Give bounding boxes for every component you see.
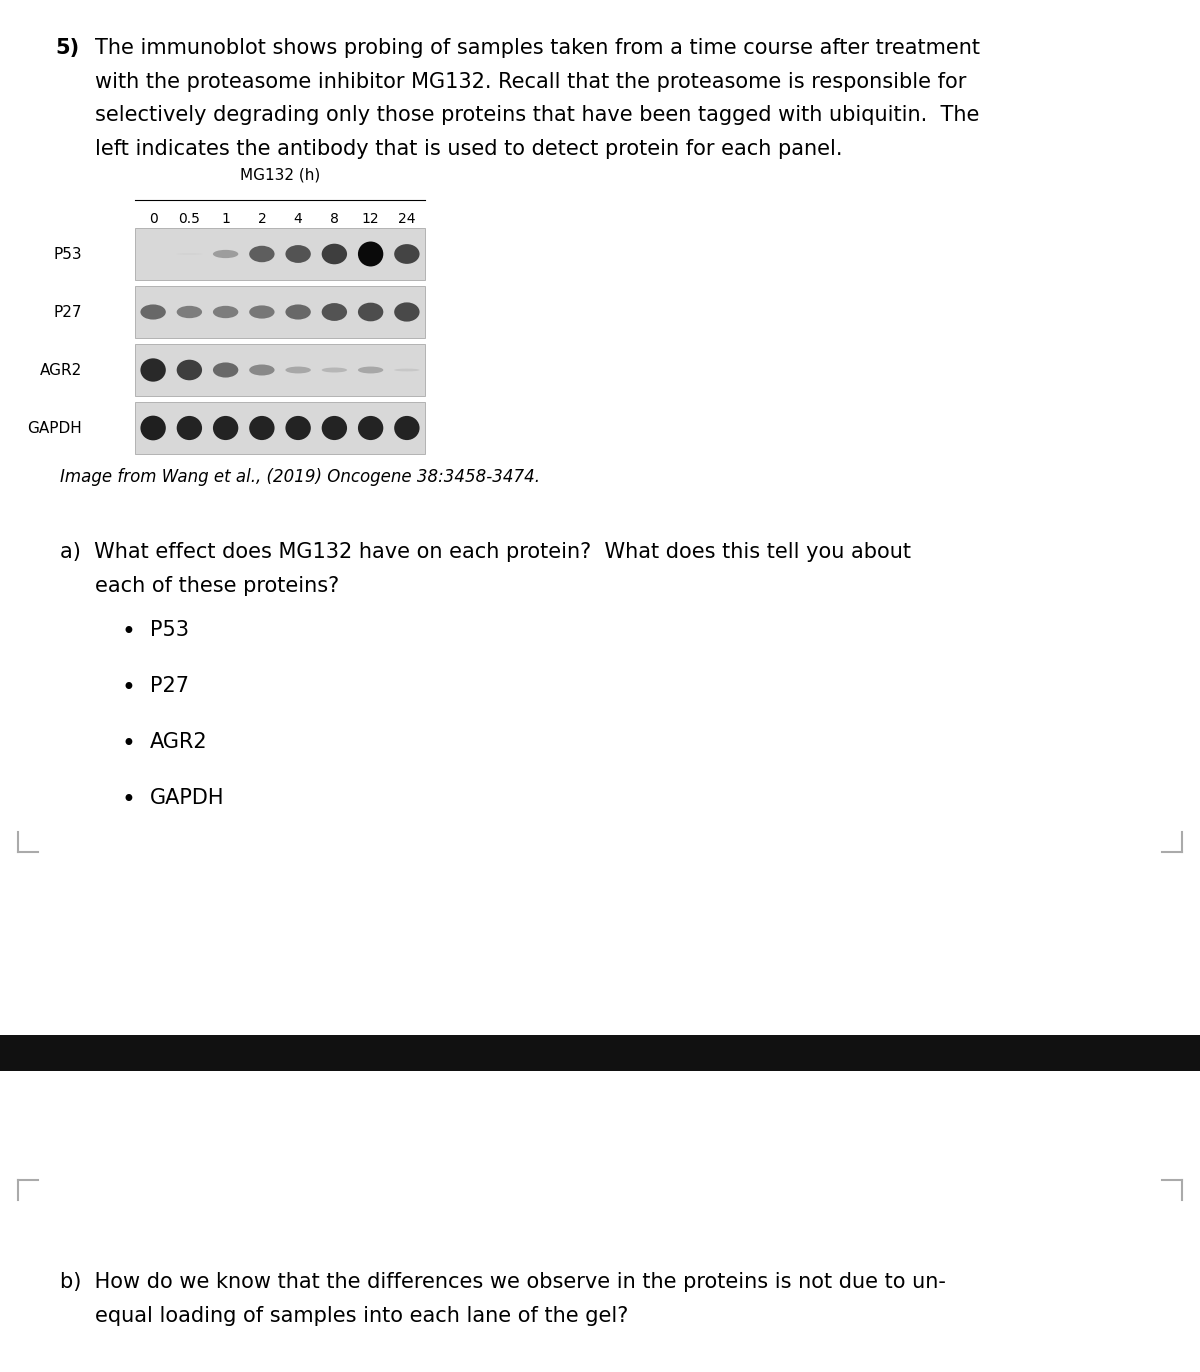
Bar (134, 228, 425, 280)
Ellipse shape (394, 244, 420, 263)
Text: P27: P27 (54, 305, 82, 320)
Bar (134, 285, 425, 338)
Text: b)  How do we know that the differences we observe in the proteins is not due to: b) How do we know that the differences w… (60, 1272, 946, 1292)
Ellipse shape (176, 359, 202, 380)
Text: 8: 8 (330, 213, 338, 226)
Text: Image from Wang et al., (2019) Oncogene 38:3458-3474.: Image from Wang et al., (2019) Oncogene … (60, 468, 540, 486)
Text: P53: P53 (150, 620, 190, 639)
Text: a)  What effect does MG132 have on each protein?  What does this tell you about: a) What effect does MG132 have on each p… (60, 542, 911, 563)
Ellipse shape (176, 416, 202, 440)
Ellipse shape (250, 365, 275, 376)
Ellipse shape (140, 416, 166, 440)
Text: selectively degrading only those proteins that have been tagged with ubiquitin. : selectively degrading only those protein… (95, 106, 979, 125)
Ellipse shape (250, 416, 275, 440)
Text: 24: 24 (398, 213, 415, 226)
Text: 4: 4 (294, 213, 302, 226)
Text: AGR2: AGR2 (150, 733, 208, 752)
Bar (134, 344, 425, 397)
Text: 1: 1 (221, 213, 230, 226)
Ellipse shape (212, 416, 239, 440)
Text: P27: P27 (150, 676, 190, 696)
Ellipse shape (322, 416, 347, 440)
Text: The immunoblot shows probing of samples taken from a time course after treatment: The immunoblot shows probing of samples … (95, 38, 980, 58)
Text: 12: 12 (362, 213, 379, 226)
Text: •: • (121, 620, 134, 643)
Ellipse shape (394, 369, 420, 372)
Ellipse shape (322, 303, 347, 321)
Bar (0, 1034, 1200, 1072)
Text: equal loading of samples into each lane of the gel?: equal loading of samples into each lane … (95, 1306, 629, 1325)
Text: 0.5: 0.5 (179, 213, 200, 226)
Text: GAPDH: GAPDH (150, 788, 224, 808)
Ellipse shape (358, 366, 383, 373)
Ellipse shape (286, 416, 311, 440)
Text: •: • (121, 733, 134, 756)
Ellipse shape (286, 366, 311, 373)
Ellipse shape (176, 306, 202, 318)
Ellipse shape (358, 416, 383, 440)
Ellipse shape (286, 246, 311, 263)
Text: with the proteasome inhibitor MG132. Recall that the proteasome is responsible f: with the proteasome inhibitor MG132. Rec… (95, 71, 966, 92)
Text: AGR2: AGR2 (40, 362, 82, 377)
Ellipse shape (322, 244, 347, 265)
Ellipse shape (322, 368, 347, 372)
Text: 5): 5) (55, 38, 79, 58)
Ellipse shape (212, 306, 239, 318)
Ellipse shape (286, 305, 311, 320)
Text: P53: P53 (53, 247, 82, 262)
Ellipse shape (212, 362, 239, 377)
Text: 2: 2 (258, 213, 266, 226)
Ellipse shape (176, 254, 202, 255)
Ellipse shape (212, 250, 239, 258)
Bar (134, 402, 425, 454)
Text: •: • (121, 676, 134, 700)
Ellipse shape (250, 306, 275, 318)
Text: •: • (121, 788, 134, 812)
Ellipse shape (250, 246, 275, 262)
Ellipse shape (140, 305, 166, 320)
Ellipse shape (394, 416, 420, 440)
Text: 0: 0 (149, 213, 157, 226)
Ellipse shape (140, 358, 166, 381)
Text: left indicates the antibody that is used to detect protein for each panel.: left indicates the antibody that is used… (95, 139, 842, 159)
Ellipse shape (358, 241, 383, 266)
Text: MG132 (h): MG132 (h) (240, 167, 320, 182)
Ellipse shape (358, 303, 383, 321)
Text: each of these proteins?: each of these proteins? (95, 575, 340, 595)
Text: GAPDH: GAPDH (28, 420, 82, 435)
Ellipse shape (394, 302, 420, 321)
